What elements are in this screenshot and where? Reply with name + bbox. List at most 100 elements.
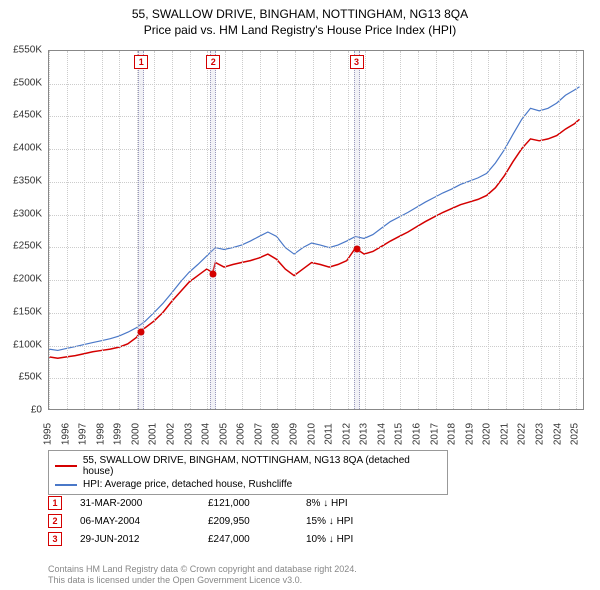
gridline-h: [49, 116, 583, 117]
gridline-h: [49, 378, 583, 379]
x-tick-label: 2005: [218, 423, 229, 445]
gridline-h: [49, 346, 583, 347]
x-tick-label: 2004: [201, 423, 212, 445]
footer-line1: Contains HM Land Registry data © Crown c…: [48, 564, 357, 575]
x-tick-label: 2020: [482, 423, 493, 445]
x-tick-label: 2007: [253, 423, 264, 445]
gridline-v: [576, 51, 577, 409]
event-row: 3 29-JUN-2012 £247,000 10% ↓ HPI: [48, 532, 353, 546]
event-number: 3: [48, 532, 62, 546]
gridline-h: [49, 313, 583, 314]
gridline-v: [488, 51, 489, 409]
gridline-v: [67, 51, 68, 409]
x-tick-label: 2021: [499, 423, 510, 445]
gridline-v: [277, 51, 278, 409]
y-tick-label: £50K: [19, 372, 42, 383]
gridline-h: [49, 280, 583, 281]
gridline-v: [559, 51, 560, 409]
chart-container: 55, SWALLOW DRIVE, BINGHAM, NOTTINGHAM, …: [0, 0, 600, 590]
gridline-h: [49, 84, 583, 85]
gridline-v: [436, 51, 437, 409]
legend-row: HPI: Average price, detached house, Rush…: [55, 478, 441, 491]
event-date: 06-MAY-2004: [80, 516, 190, 527]
x-tick-label: 2003: [183, 423, 194, 445]
event-marker-band: [210, 51, 216, 409]
event-row: 1 31-MAR-2000 £121,000 8% ↓ HPI: [48, 496, 353, 510]
gridline-h: [49, 247, 583, 248]
x-tick-label: 2006: [236, 423, 247, 445]
series-svg: [49, 51, 583, 409]
x-tick-label: 2025: [570, 423, 581, 445]
y-tick-label: £550K: [13, 45, 42, 56]
gridline-v: [418, 51, 419, 409]
gridline-v: [225, 51, 226, 409]
x-tick-label: 2023: [535, 423, 546, 445]
y-tick-label: £150K: [13, 306, 42, 317]
gridline-v: [506, 51, 507, 409]
gridline-v: [453, 51, 454, 409]
event-delta: 15% ↓ HPI: [306, 516, 353, 527]
gridline-v: [330, 51, 331, 409]
gridline-v: [84, 51, 85, 409]
series-line: [49, 87, 580, 351]
title-line2: Price paid vs. HM Land Registry's House …: [0, 22, 600, 38]
x-tick-label: 1997: [78, 423, 89, 445]
legend-label: 55, SWALLOW DRIVE, BINGHAM, NOTTINGHAM, …: [83, 455, 441, 477]
y-tick-label: £350K: [13, 175, 42, 186]
y-tick-label: £0: [31, 405, 42, 416]
x-tick-label: 2013: [359, 423, 370, 445]
legend-swatch: [55, 484, 77, 486]
gridline-v: [523, 51, 524, 409]
sale-point-dot: [353, 246, 360, 253]
event-date: 29-JUN-2012: [80, 534, 190, 545]
x-tick-label: 2022: [517, 423, 528, 445]
x-tick-label: 2011: [324, 423, 335, 445]
chart-plot-area: 123: [48, 50, 584, 410]
x-tick-label: 2016: [412, 423, 423, 445]
x-tick-label: 2015: [394, 423, 405, 445]
event-number: 1: [48, 496, 62, 510]
gridline-v: [313, 51, 314, 409]
y-tick-label: £250K: [13, 241, 42, 252]
x-tick-label: 2012: [341, 423, 352, 445]
gridline-v: [102, 51, 103, 409]
x-tick-label: 2000: [130, 423, 141, 445]
event-number: 2: [48, 514, 62, 528]
gridline-v: [119, 51, 120, 409]
gridline-v: [471, 51, 472, 409]
x-tick-label: 2024: [552, 423, 563, 445]
gridline-h: [49, 182, 583, 183]
event-marker-number: 1: [134, 55, 148, 69]
x-tick-label: 2019: [464, 423, 475, 445]
legend-swatch: [55, 465, 77, 467]
event-marker-band: [354, 51, 360, 409]
event-marker-band: [138, 51, 144, 409]
event-price: £247,000: [208, 534, 288, 545]
y-tick-label: £450K: [13, 110, 42, 121]
event-price: £209,950: [208, 516, 288, 527]
events-table: 1 31-MAR-2000 £121,000 8% ↓ HPI 2 06-MAY-2004…: [48, 492, 353, 550]
gridline-v: [383, 51, 384, 409]
legend-box: 55, SWALLOW DRIVE, BINGHAM, NOTTINGHAM, …: [48, 450, 448, 495]
x-tick-label: 2018: [447, 423, 458, 445]
sale-point-dot: [138, 328, 145, 335]
event-delta: 8% ↓ HPI: [306, 498, 348, 509]
legend-row: 55, SWALLOW DRIVE, BINGHAM, NOTTINGHAM, …: [55, 454, 441, 478]
y-tick-label: £200K: [13, 274, 42, 285]
x-tick-label: 2010: [306, 423, 317, 445]
x-tick-label: 1998: [95, 423, 106, 445]
x-tick-label: 1995: [43, 423, 54, 445]
gridline-v: [190, 51, 191, 409]
gridline-v: [541, 51, 542, 409]
gridline-v: [207, 51, 208, 409]
gridline-v: [154, 51, 155, 409]
event-price: £121,000: [208, 498, 288, 509]
y-tick-label: £500K: [13, 77, 42, 88]
event-date: 31-MAR-2000: [80, 498, 190, 509]
y-tick-label: £400K: [13, 143, 42, 154]
event-delta: 10% ↓ HPI: [306, 534, 353, 545]
x-tick-label: 2009: [289, 423, 300, 445]
title-block: 55, SWALLOW DRIVE, BINGHAM, NOTTINGHAM, …: [0, 0, 600, 38]
x-tick-label: 2014: [376, 423, 387, 445]
x-tick-label: 1999: [113, 423, 124, 445]
